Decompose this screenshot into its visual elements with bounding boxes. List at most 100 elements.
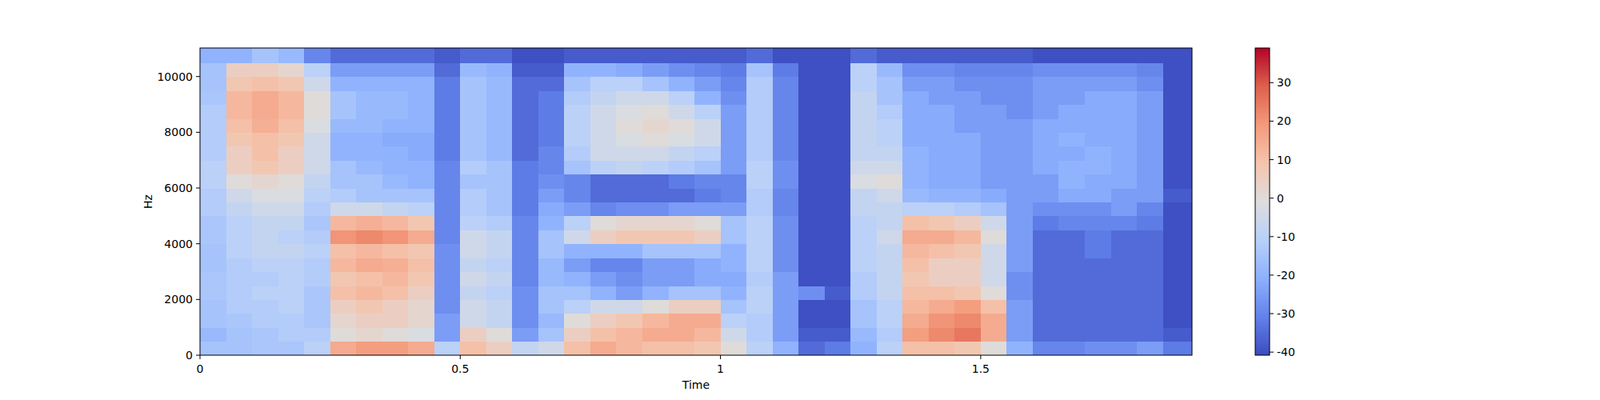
cell [772,174,800,189]
cell [538,257,565,272]
cell [668,90,696,105]
cell [902,201,929,216]
cell [590,257,617,272]
cell [694,327,721,342]
cell [642,188,669,203]
cell [642,285,669,300]
cell [746,229,773,244]
cell [772,188,800,203]
cell [564,244,591,259]
cell [1058,160,1085,175]
cell [642,201,669,216]
cell [1032,201,1060,216]
cell [850,132,877,147]
cell [980,62,1008,77]
cell [1058,216,1085,231]
cell [642,76,669,92]
cell [1006,146,1033,161]
cell [408,160,435,175]
cell [928,244,956,259]
cell [1032,285,1060,300]
cell [200,216,227,231]
cell [564,216,591,231]
cell [668,244,696,259]
cell [538,216,565,231]
cell [226,285,253,300]
cell [720,285,748,300]
cell [486,285,513,300]
cell [902,174,929,189]
cell [642,244,669,259]
cell [252,201,279,216]
x-tick-label: 1 [716,362,724,376]
cell [850,341,877,356]
cell [278,174,305,189]
cell [330,62,357,77]
cell [200,229,227,244]
cell [798,257,825,272]
cell [278,257,305,272]
plot-frame [200,48,1192,356]
cell [876,201,904,216]
cell [382,160,409,175]
cell [564,174,591,189]
cell [954,285,981,300]
cell [226,313,253,328]
cell [1163,104,1192,120]
cell [616,132,643,147]
cell [330,160,357,175]
cell [876,216,904,231]
x-tick [460,355,461,360]
cell [278,132,305,147]
x-tick [200,355,201,360]
cell [694,118,721,133]
cell [980,48,1008,64]
cell [1136,118,1164,133]
cell [746,118,773,133]
cell [798,62,825,77]
cell [356,201,383,216]
cell [1136,313,1164,328]
colorbar-tick [1269,274,1274,276]
cell [1136,285,1164,300]
cell [928,118,956,133]
cell [330,341,357,356]
cell [902,341,929,356]
cell [1032,216,1060,231]
cell [980,244,1008,259]
cell [746,285,773,300]
cell [434,285,461,300]
cell [1163,174,1192,189]
cell [616,313,643,328]
cell [668,327,696,342]
cell [772,48,800,64]
cell [720,272,748,287]
cell [538,90,565,105]
cell [876,146,904,161]
cell [590,132,617,147]
cell [876,174,904,189]
cell [798,104,825,120]
cell [356,76,383,92]
cell [382,188,409,203]
cell [902,299,929,314]
cell [538,62,565,77]
cell [278,341,305,356]
cell [954,229,981,244]
cell [980,132,1008,147]
cell [1032,174,1060,189]
cell [434,313,461,328]
cell [642,90,669,105]
cell [980,90,1008,105]
cell [408,174,435,189]
cell [694,48,721,64]
cell [278,188,305,203]
cell [486,188,513,203]
cell [1058,327,1085,342]
cell [460,313,487,328]
cell [460,90,487,105]
cell [330,216,357,231]
cell [616,341,643,356]
cell [304,257,331,272]
cell [590,188,617,203]
